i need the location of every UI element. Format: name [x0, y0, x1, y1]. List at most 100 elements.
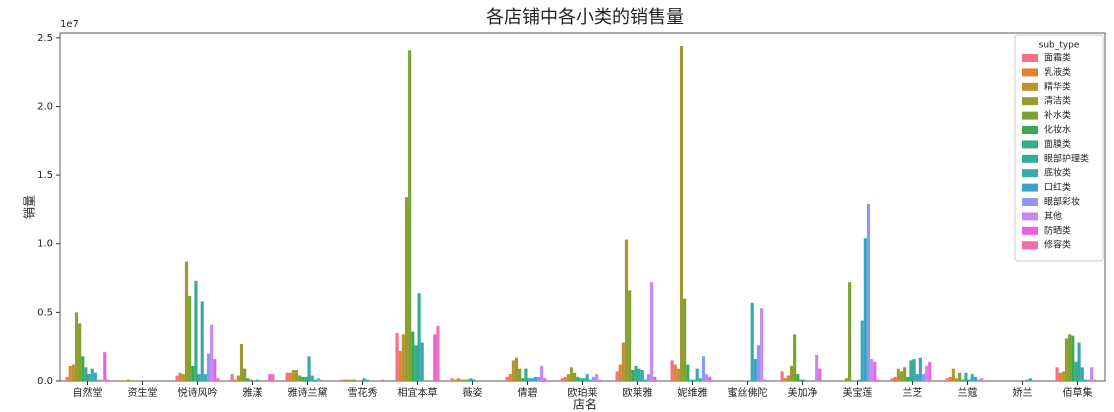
bar [271, 374, 275, 381]
bar [181, 374, 185, 381]
bar [1025, 379, 1029, 381]
y-tick-label: 2.0 [37, 101, 53, 112]
bar [634, 365, 638, 381]
legend-swatch [1022, 54, 1038, 62]
bar [236, 375, 240, 381]
x-tick-label: 薇姿 [463, 386, 483, 399]
bar [763, 379, 767, 381]
bar [395, 332, 399, 381]
x-tick-label: 兰蔻 [958, 386, 978, 399]
bar [74, 312, 79, 381]
bar [68, 365, 72, 381]
bar [1061, 371, 1065, 381]
bar [569, 367, 574, 381]
bar [624, 239, 629, 381]
legend-label: 乳液类 [1044, 66, 1071, 78]
bar [540, 365, 544, 381]
bar [310, 375, 314, 381]
legend-swatch [1022, 68, 1038, 77]
bar [670, 360, 674, 381]
bar [1068, 334, 1072, 381]
legend-label: 面霜类 [1044, 52, 1071, 64]
bar [521, 378, 525, 381]
bar [899, 371, 904, 381]
legend-swatch [1022, 111, 1038, 120]
bar [576, 376, 580, 381]
bar [818, 368, 822, 381]
legend-swatch [1022, 241, 1038, 250]
bar [912, 359, 916, 381]
bar [436, 326, 440, 381]
bar [408, 50, 412, 381]
y-tick-label: 0.0 [37, 376, 53, 387]
bar [81, 356, 85, 381]
bar [793, 334, 797, 381]
bar [870, 359, 874, 381]
bar [780, 371, 784, 381]
bar [65, 376, 69, 381]
x-tick-label: 美加净 [788, 386, 818, 399]
bar [650, 282, 654, 381]
bar [973, 376, 977, 381]
bar [307, 356, 311, 381]
bar [511, 360, 515, 381]
bar [365, 379, 369, 381]
bar [469, 378, 473, 381]
bar [453, 379, 457, 381]
bar [255, 379, 259, 381]
bar [698, 378, 702, 381]
bar [71, 364, 75, 381]
bar [579, 378, 583, 381]
bar [420, 342, 424, 381]
bar [903, 367, 907, 381]
bar [753, 359, 757, 381]
x-tick-label: 相宜本草 [398, 386, 438, 399]
legend-title: sub_type [1039, 41, 1080, 51]
legend-label: 化妆水 [1044, 124, 1071, 136]
bar [316, 378, 321, 381]
bar [346, 379, 350, 381]
legend-swatch [1022, 126, 1038, 134]
bar [103, 352, 107, 381]
bar [653, 376, 657, 381]
bar [964, 372, 968, 381]
bar [637, 368, 641, 381]
bar [595, 374, 599, 381]
legend-label: 防晒类 [1044, 224, 1071, 236]
bar [615, 371, 619, 381]
bar [961, 379, 965, 381]
bar [621, 342, 625, 381]
bar [906, 376, 910, 381]
bar [915, 374, 919, 381]
bar [844, 378, 849, 381]
bar [301, 376, 305, 381]
bar [268, 374, 272, 381]
y-offset-label: 1e7 [60, 19, 79, 30]
bar [213, 359, 217, 381]
bar [291, 370, 295, 381]
bar [588, 379, 592, 381]
plot-frame [59, 32, 1106, 382]
bar [618, 364, 622, 381]
bar [945, 378, 949, 381]
bar [848, 282, 852, 381]
bar [783, 378, 787, 381]
chart-title: 各店铺中各小类的销售量 [486, 7, 684, 28]
bar [84, 367, 88, 381]
bar [1077, 342, 1081, 381]
bar [417, 293, 421, 381]
bar [756, 345, 761, 381]
legend-label: 眼部护理类 [1044, 152, 1089, 164]
legend-label: 其他 [1044, 210, 1062, 222]
bar [925, 365, 929, 381]
bar [560, 378, 564, 381]
bar [701, 356, 706, 381]
bar [1074, 361, 1078, 381]
bar [683, 298, 687, 381]
bar [78, 323, 82, 381]
legend-swatch [1022, 82, 1038, 91]
legend-label: 底妆类 [1044, 167, 1071, 179]
bar [1080, 367, 1084, 381]
bar [1071, 335, 1075, 381]
bar [958, 372, 962, 381]
